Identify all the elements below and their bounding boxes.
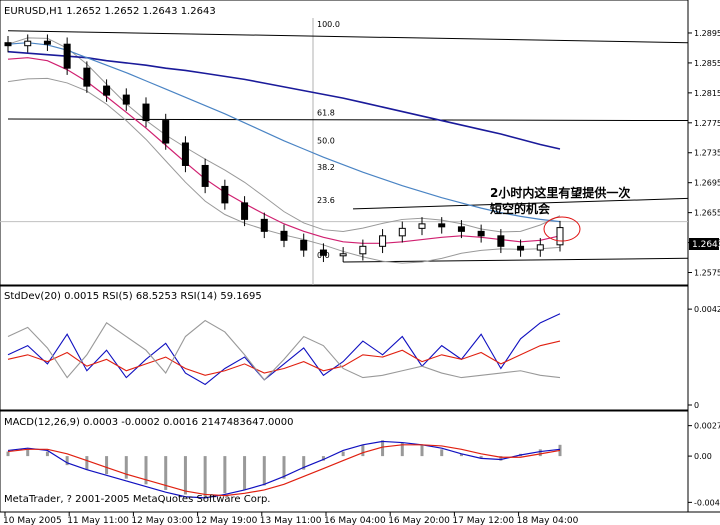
indicator-line [7, 313, 561, 386]
band-line [7, 37, 561, 233]
candle-body [43, 40, 51, 45]
indicator-panel-frame [0, 285, 689, 411]
candle-body [517, 245, 525, 251]
macd-tick-label: 0.0027 [694, 422, 720, 431]
candle-body [24, 40, 32, 47]
price-tick-label: 1.2855 [694, 59, 720, 68]
candle-body [162, 120, 170, 144]
candle-body [319, 249, 327, 256]
candle-body [438, 223, 446, 228]
candle-body [477, 230, 485, 237]
axes: 1.2895 1.2855 1.2815 1.2775 1.2735 1.2695 1.26… [3, 29, 720, 525]
price-title: EURUSD,H1 1.2652 1.2652 1.2643 1.2643 [4, 6, 216, 17]
fib-level-label: 38.2 [317, 163, 335, 172]
candle-body [398, 227, 406, 237]
candle-body [536, 244, 544, 251]
price-panel-frame [0, 0, 689, 286]
candle-body [4, 42, 12, 47]
moving-average-line [7, 50, 561, 150]
candle-body [260, 218, 268, 232]
current-price-label: 1.2643 [692, 240, 720, 250]
price-tick-label: 1.2895 [694, 29, 720, 38]
macd-panel-frame [0, 410, 689, 513]
moving-average-line [7, 42, 561, 223]
candle-body [556, 227, 564, 246]
candle-body [300, 239, 308, 251]
current-price-box [689, 238, 719, 250]
candle-body [201, 164, 209, 187]
trendline [7, 30, 689, 44]
time-tick-label: 16 May 04:00 [324, 516, 386, 525]
candle-body [497, 235, 505, 247]
candle-body [63, 43, 71, 69]
price-tick-label: 1.2815 [694, 89, 720, 98]
time-tick-label: 18 May 04:00 [517, 516, 579, 525]
candle-body [181, 142, 189, 166]
time-tick-label: 12 May 03:00 [131, 516, 193, 525]
fib-level-label: 50.0 [317, 136, 335, 145]
candle-body [221, 185, 229, 204]
candle-body [418, 223, 426, 229]
fib-level-label: 100.0 [317, 20, 340, 29]
time-tick-label: 11 May 11:00 [67, 516, 129, 525]
indicator-tick-label: 0 [694, 401, 699, 410]
time-tick-label: 17 May 12:00 [452, 516, 514, 525]
candle-body [339, 253, 347, 257]
trendline [352, 197, 689, 210]
candle-body [359, 245, 367, 255]
fib-level-label: 61.8 [317, 109, 335, 118]
macd-tick-label: -0.0041 [694, 498, 720, 507]
candle-body [280, 230, 288, 241]
candle-body [142, 103, 150, 122]
footer-copyright: MetaTrader, ? 2001-2005 MetaQuotes Softw… [4, 494, 270, 505]
macd-line [7, 440, 561, 499]
candle-body [457, 226, 465, 232]
indicator-tick-label: 0.0042 [694, 305, 720, 314]
indicator-line [7, 319, 561, 381]
price-tick-label: 1.2695 [694, 179, 720, 188]
time-tick-label: 16 May 20:00 [388, 516, 450, 525]
time-tick-label: 12 May 19:00 [196, 516, 258, 525]
price-tick-label: 1.2655 [694, 209, 720, 218]
indicator-title: StdDev(20) 0.0015 RSI(5) 68.5253 RSI(14)… [4, 291, 262, 302]
price-tick-label: 1.2735 [694, 149, 720, 158]
trendline [7, 118, 689, 122]
price-chart: 100.061.850.038.223.60.0 [0, 18, 689, 285]
annotation-line-1: 2小时内这里有望提供一次 [490, 185, 630, 200]
time-tick-label: 10 May 2005 [3, 516, 62, 525]
price-tick-label: 1.2775 [694, 119, 720, 128]
candle-body [122, 94, 130, 105]
trendline [343, 257, 689, 263]
indicator-line [7, 340, 561, 376]
price-tick-label: 1.2575 [694, 269, 720, 278]
macd-title: MACD(12,26,9) 0.0003 -0.0002 0.0016 2147… [4, 417, 294, 428]
time-tick-label: 13 May 11:00 [260, 516, 322, 525]
indicator-chart [7, 313, 561, 386]
macd-tick-label: 0.00 [694, 452, 712, 461]
macd-line [7, 444, 561, 497]
candle-body [379, 235, 387, 247]
moving-average-line [7, 57, 561, 244]
signal-ellipse [543, 216, 581, 242]
fib-level-label: 23.6 [317, 196, 335, 205]
candle-body [83, 67, 91, 87]
annotation-line-2: 短空的机会 [490, 201, 551, 216]
candle-body [241, 202, 249, 220]
candle-body [103, 85, 111, 96]
macd-chart [6, 440, 562, 499]
